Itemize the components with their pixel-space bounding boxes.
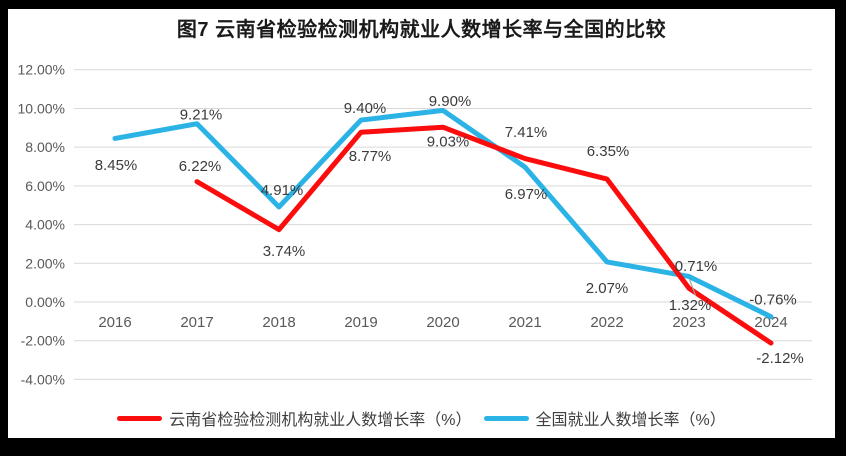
y-tick-label: 0.00% (25, 294, 65, 310)
leader-line (688, 279, 697, 296)
data-label: 2.07% (586, 280, 629, 297)
y-tick-label: 4.00% (25, 217, 65, 233)
data-label: 9.21% (180, 107, 223, 124)
data-label: 1.32% (669, 297, 712, 314)
legend: 云南省检验检测机构就业人数增长率（%） 全国就业人数增长率（%） (8, 406, 835, 430)
x-tick-label: 2023 (672, 314, 705, 331)
y-tick-label: 6.00% (25, 178, 65, 194)
x-tick-label: 2016 (98, 314, 131, 331)
series-line-yunnan (194, 124, 774, 346)
legend-item-yunnan: 云南省检验检测机构就业人数增长率（%） (117, 406, 472, 430)
data-label: 9.03% (427, 134, 470, 151)
x-tick-label: 2017 (180, 314, 213, 331)
data-label: 9.40% (344, 100, 387, 117)
data-label: -0.76% (749, 292, 797, 309)
data-label: 8.77% (349, 148, 392, 165)
y-tick-label: 10.00% (18, 100, 65, 116)
x-tick-label: 2021 (508, 314, 541, 331)
legend-label-yunnan: 云南省检验检测机构就业人数增长率（%） (169, 412, 472, 429)
legend-label-national: 全国就业人数增长率（%） (535, 412, 726, 429)
data-label: 6.22% (179, 158, 222, 175)
chart-title: 图7 云南省检验检测机构就业人数增长率与全国的比较 (176, 19, 667, 41)
data-label: 0.71% (675, 258, 718, 275)
series-line-national (112, 107, 774, 320)
data-label: -2.12% (756, 350, 804, 367)
x-tick-label: 2018 (262, 314, 295, 331)
legend-item-national: 全国就业人数增长率（%） (483, 406, 726, 430)
data-label: 6.97% (505, 186, 548, 203)
x-tick-label: 2022 (590, 314, 623, 331)
x-tick-label: 2020 (426, 314, 459, 331)
data-label: 3.74% (263, 243, 306, 260)
y-tick-label: -4.00% (21, 371, 65, 387)
data-label: 8.45% (95, 157, 138, 174)
national-line-swatch (483, 415, 529, 421)
y-tick-label: 8.00% (25, 139, 65, 155)
y-tick-label: 2.00% (25, 255, 65, 271)
data-label: 7.41% (505, 124, 548, 141)
data-label: 6.35% (587, 143, 630, 160)
yunnan-line-swatch (117, 415, 163, 421)
data-label: 9.90% (429, 93, 472, 110)
chart-background (8, 9, 835, 438)
y-tick-label: -2.00% (21, 333, 65, 349)
y-tick-label: 12.00% (18, 62, 65, 78)
x-tick-label: 2019 (344, 314, 377, 331)
data-label: 4.91% (261, 182, 304, 199)
x-tick-label: 2024 (754, 314, 787, 331)
